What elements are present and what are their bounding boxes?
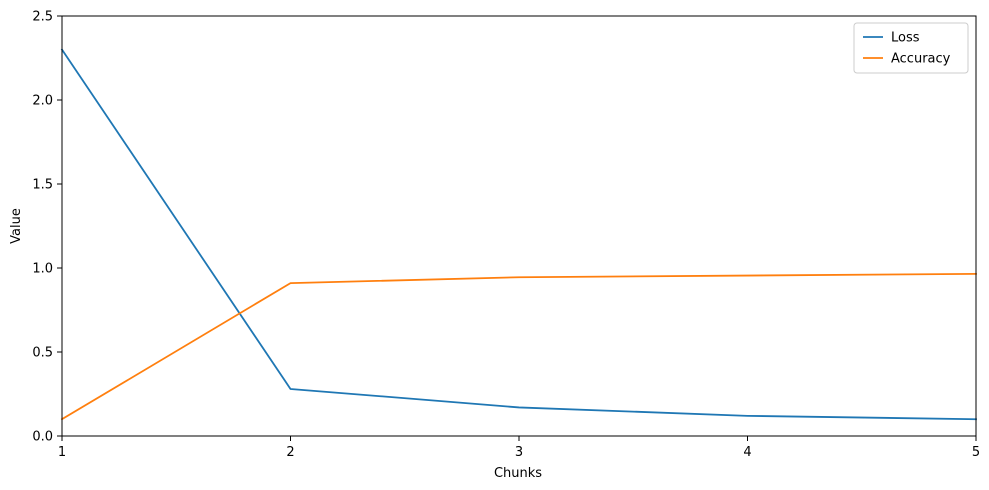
- legend-label-accuracy: Accuracy: [891, 52, 951, 67]
- x-tick-label: 5: [972, 445, 980, 460]
- y-tick-label: 2.5: [32, 10, 53, 25]
- y-tick-label: 1.0: [32, 262, 53, 277]
- plot-area: [62, 16, 976, 436]
- x-axis-label: Chunks: [494, 466, 542, 481]
- series-line-accuracy: [60, 272, 977, 421]
- x-tick-label: 3: [515, 445, 523, 460]
- series-line-loss: [60, 48, 977, 421]
- plot-background: [62, 16, 976, 436]
- axes-layer: 1 2 3 4 5 0.0 0.5 1.0 1.5 2.0 2.5: [32, 10, 980, 461]
- x-tick-label: 4: [743, 445, 751, 460]
- y-tick-label: 0.5: [32, 346, 53, 361]
- legend: Loss Accuracy: [853, 22, 969, 74]
- x-tick-label: 2: [286, 445, 294, 460]
- x-tick-label: 1: [58, 445, 66, 460]
- legend-label-loss: Loss: [891, 31, 920, 46]
- y-tick-label: 0.0: [32, 430, 53, 445]
- series-layer: [60, 48, 977, 421]
- legend-box: [853, 22, 969, 74]
- y-tick-label: 2.0: [32, 94, 53, 109]
- y-axis-label: Value: [9, 208, 24, 244]
- y-tick-label: 1.5: [32, 178, 53, 193]
